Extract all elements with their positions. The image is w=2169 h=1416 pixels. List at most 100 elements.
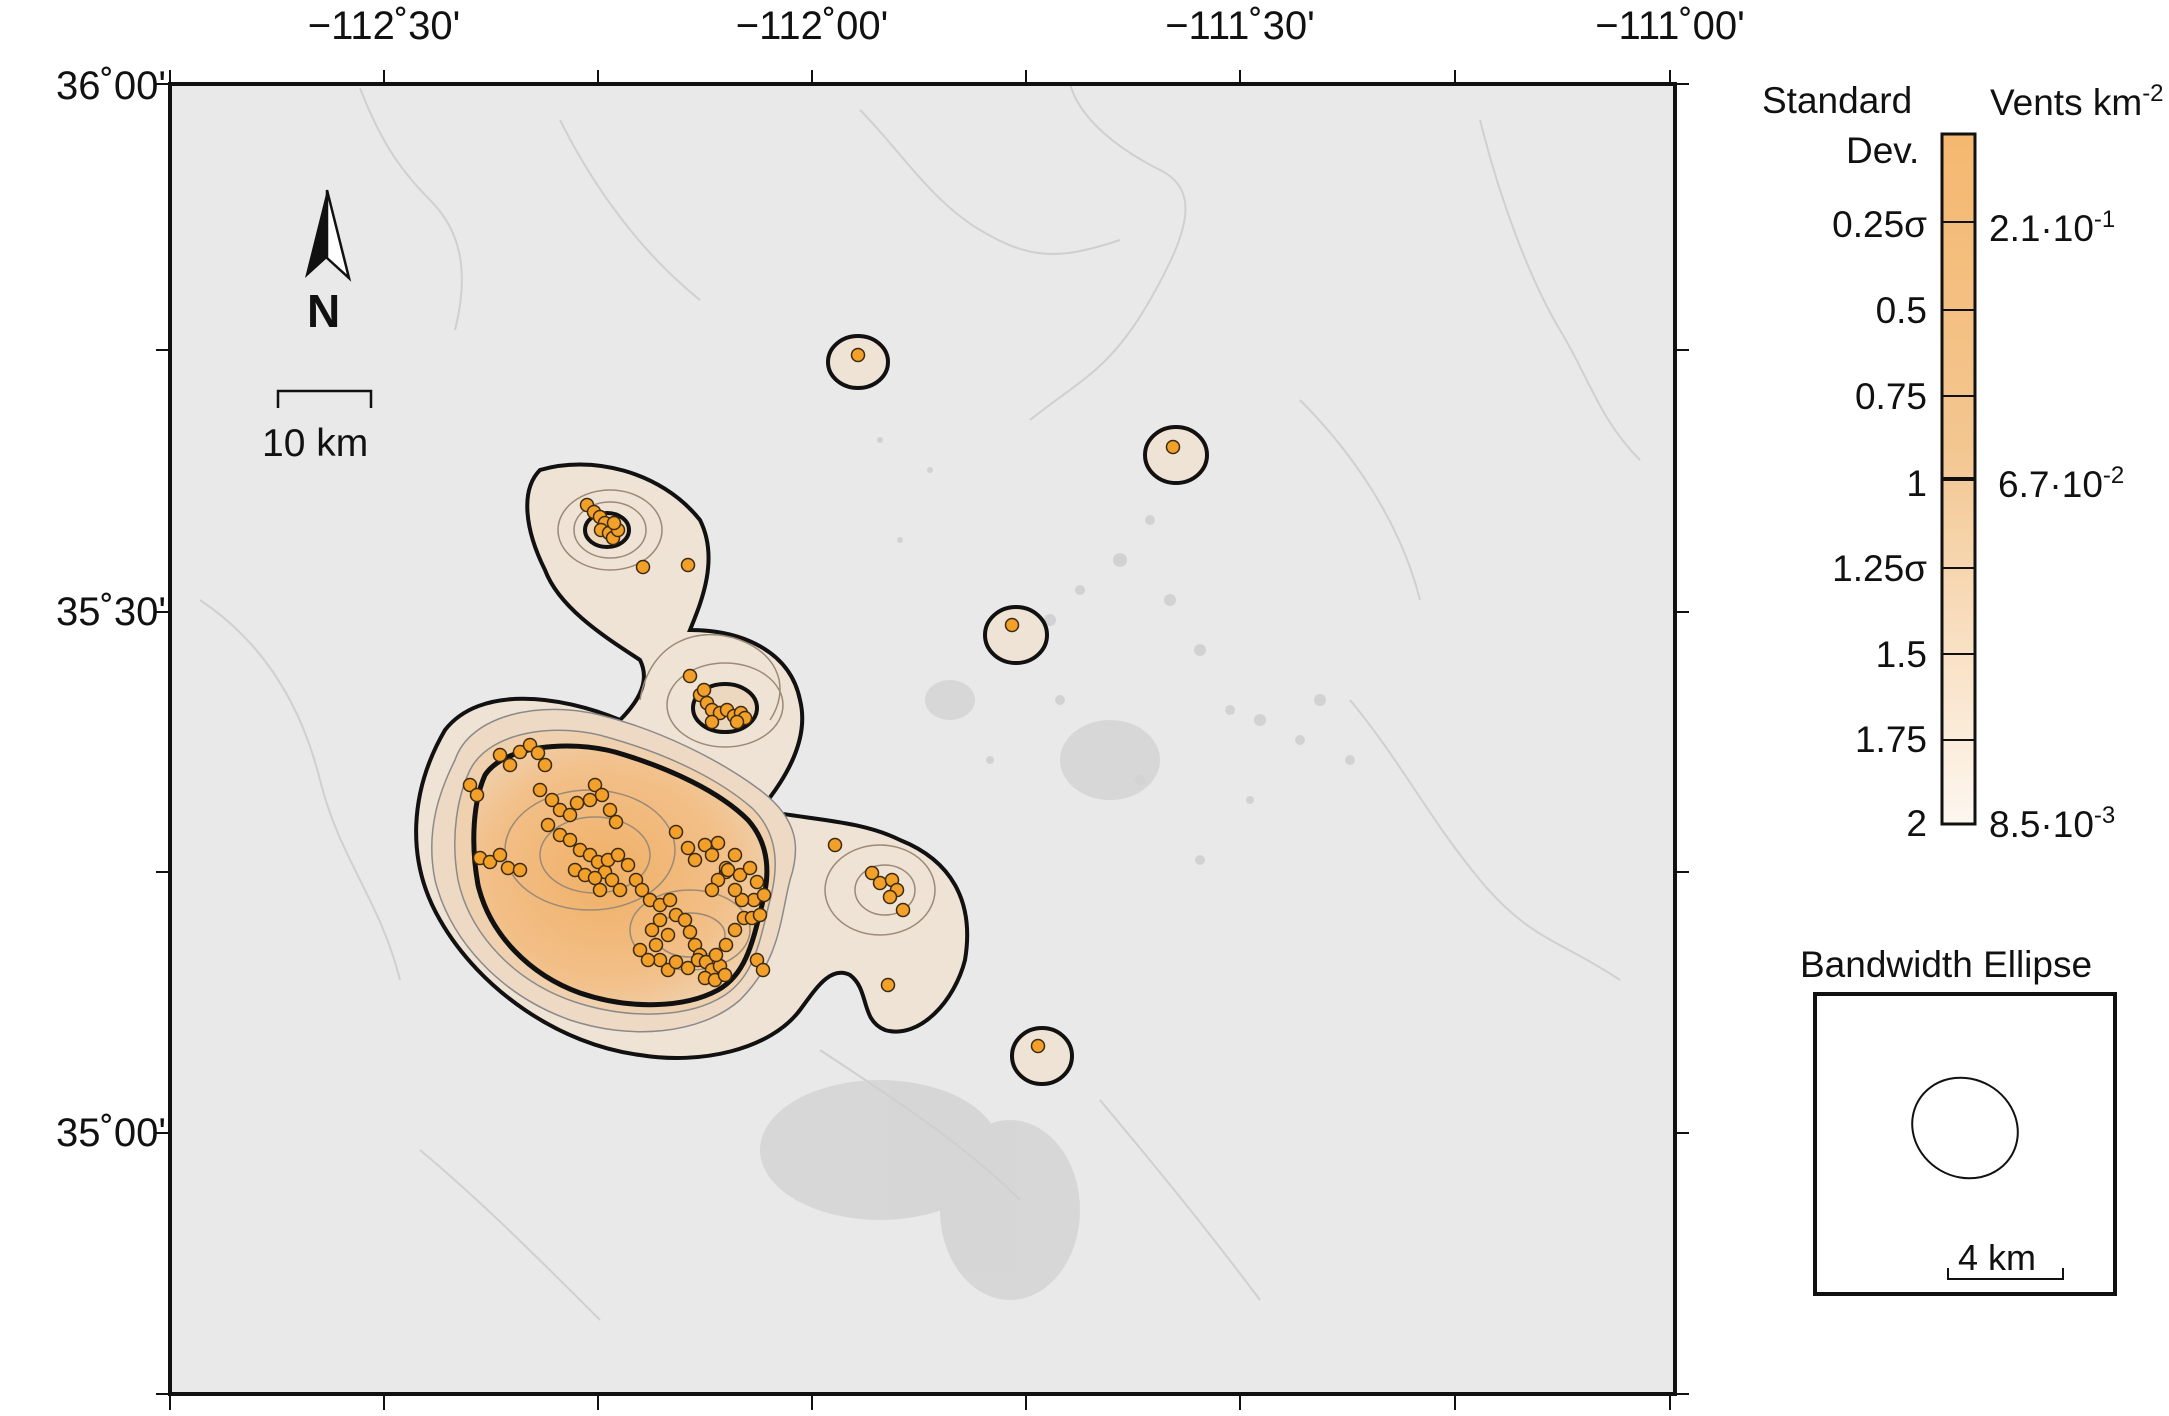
vent-point: [606, 515, 622, 531]
canyon-shading: [760, 680, 1160, 1300]
cinder-cones: [877, 437, 1355, 865]
vent-point: [734, 892, 750, 908]
north-arrow-icon: [305, 189, 352, 282]
legend-title-left-2: Dev.: [1846, 130, 1920, 171]
vent-point: [682, 668, 698, 684]
vent-point: [604, 872, 620, 888]
vent-point: [682, 924, 698, 940]
vent-point: [1030, 1038, 1046, 1054]
density-tick-label: 2.1·10-1: [1989, 206, 2116, 249]
vent-point: [648, 937, 664, 953]
bandwidth-ellipse: [1911, 1076, 2019, 1180]
vent-point: [660, 927, 676, 943]
vent-point: [677, 912, 693, 928]
vent-point: [708, 947, 724, 963]
vent-point: [562, 807, 578, 823]
vent-point: [717, 967, 733, 983]
lon-label: −112˚30': [307, 4, 461, 48]
vent-point: [662, 892, 678, 908]
sd-tick-label: 0.5: [1875, 290, 1927, 331]
lat-label: 35˚00': [56, 1111, 166, 1155]
vent-point: [668, 824, 684, 840]
vent-point: [608, 814, 624, 830]
north-label: N: [307, 285, 341, 337]
vent-point: [727, 922, 743, 938]
vent-point: [582, 792, 598, 808]
vent-point: [532, 782, 548, 798]
vent-point: [727, 882, 743, 898]
vent-point: [537, 757, 553, 773]
isolated-vent-contour: [1143, 425, 1209, 485]
sd-tick-label: 1: [1906, 463, 1927, 504]
vent-point: [1004, 617, 1020, 633]
vent-point: [592, 882, 608, 898]
isolated-vent-contour: [983, 605, 1049, 665]
vent-point: [696, 682, 712, 698]
vent-point: [895, 902, 911, 918]
vent-point: [612, 882, 628, 898]
vent-point: [727, 847, 743, 863]
vent-point: [704, 882, 720, 898]
legend-ticks: [1942, 221, 1975, 741]
vent-point: [687, 852, 703, 868]
map-frame: [168, 82, 1677, 1396]
vent-point: [718, 937, 734, 953]
vent-point: [864, 865, 880, 881]
vent-point: [469, 787, 485, 803]
vent-point: [732, 867, 748, 883]
lon-label: −112˚00': [735, 4, 889, 48]
vent-point: [634, 882, 650, 898]
vent-point: [512, 744, 528, 760]
vent-point: [482, 854, 498, 870]
legend-title-right: Vents km-2: [1990, 80, 2164, 123]
vent-point: [880, 977, 896, 993]
scalebar: [276, 389, 373, 408]
vent-point: [720, 862, 736, 878]
isolated-vent-contour: [1010, 1026, 1074, 1086]
vent-point: [635, 559, 651, 575]
lon-label: −111˚00': [1595, 4, 1745, 48]
vent-point: [587, 777, 603, 793]
vent-point: [1165, 439, 1181, 455]
sd-tick-label: 1.75: [1854, 719, 1927, 760]
vent-point: [602, 802, 618, 818]
sd-tick-label: 1.25σ: [1832, 548, 1927, 589]
vent-point: [752, 907, 768, 923]
vent-point: [756, 887, 772, 903]
legend-title-left: Standard: [1762, 80, 1913, 121]
sd-tick-label: 1.5: [1875, 634, 1927, 675]
bandwidth-scale-label: 4 km: [1958, 1237, 2037, 1278]
bandwidth-scalebar: [1947, 1268, 2064, 1280]
vent-point: [500, 860, 516, 876]
vent-points: [462, 347, 1181, 1054]
sd-tick-label: 0.75: [1854, 376, 1927, 417]
vent-point: [882, 889, 898, 905]
vent-point: [530, 745, 546, 761]
scalebar-label: 10 km: [262, 422, 369, 465]
vent-point: [562, 832, 578, 848]
vent-point: [502, 757, 518, 773]
bandwidth-title: Bandwidth Ellipse: [1800, 944, 2093, 985]
vent-point: [540, 817, 556, 833]
frame-ticks: [156, 70, 1689, 1410]
vent-point: [827, 837, 843, 853]
vent-point: [704, 714, 720, 730]
lat-label: 36˚00': [56, 64, 166, 108]
vent-point: [644, 922, 660, 938]
vent-point: [729, 714, 745, 730]
vent-point: [512, 862, 528, 878]
vent-point: [569, 795, 585, 811]
vent-point: [872, 875, 888, 891]
sd-tick-label: 2: [1906, 803, 1927, 844]
lon-label: −111˚30': [1165, 4, 1315, 48]
bandwidth-box: [1813, 992, 2117, 1296]
vent-point: [742, 860, 758, 876]
vent-point: [704, 847, 720, 863]
vent-point: [749, 874, 765, 890]
density-tick-label: 6.7·10-2: [1998, 462, 2125, 505]
vent-point: [680, 960, 696, 976]
vent-point: [492, 747, 508, 763]
vent-point: [710, 835, 726, 851]
vent-point: [544, 792, 560, 808]
sd-tick-label: 0.25σ: [1832, 204, 1927, 245]
